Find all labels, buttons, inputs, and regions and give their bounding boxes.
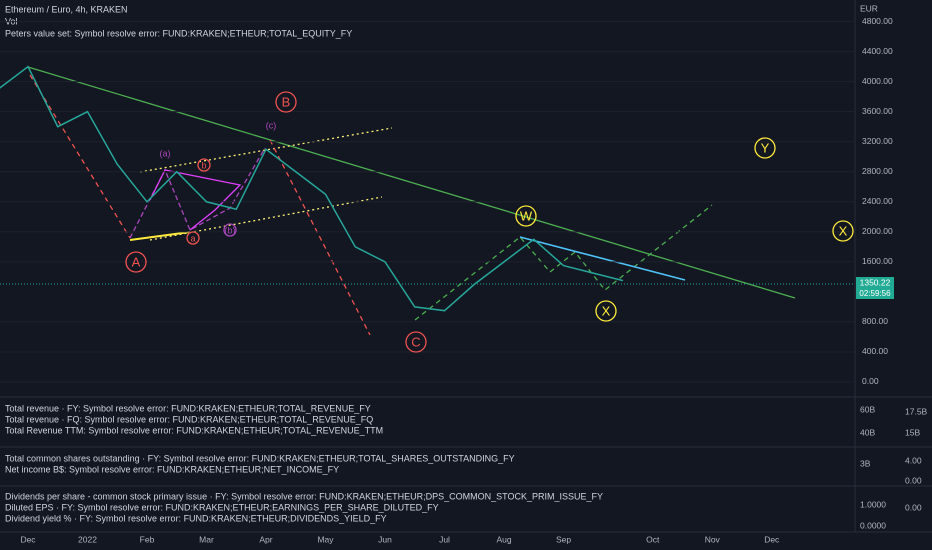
y-tick-label: 2400.00 xyxy=(862,196,893,206)
pane-scale-label: 1.0000 xyxy=(860,499,886,509)
annotation: X xyxy=(602,303,611,318)
x-tick-label: Oct xyxy=(646,534,660,544)
annotation-circle xyxy=(754,137,776,159)
y-tick-label: 800.00 xyxy=(862,316,888,326)
x-tick-label: Mar xyxy=(199,534,214,544)
pane-label: Total common shares outstanding · FY: Sy… xyxy=(5,453,515,463)
annotation: Y xyxy=(761,140,770,155)
trend-line xyxy=(519,236,686,281)
currency: EUR xyxy=(860,3,878,13)
pane-label: Diluted EPS · FY: Symbol resolve error: … xyxy=(5,502,439,512)
pane-label: Net income B$: Symbol resolve error: FUN… xyxy=(5,464,339,474)
x-tick-label: Feb xyxy=(140,534,155,544)
y-tick-label: 4400.00 xyxy=(862,46,893,56)
x-tick-label: Aug xyxy=(496,534,511,544)
pane-label: Total revenue · FY: Symbol resolve error… xyxy=(5,403,371,413)
y-tick-label: 3200.00 xyxy=(862,136,893,146)
y-tick-label: 4800.00 xyxy=(862,16,893,26)
annotation: (c) xyxy=(266,120,277,130)
price-series xyxy=(0,65,624,312)
y-tick-label: 2800.00 xyxy=(862,166,893,176)
annotation-circle xyxy=(223,223,237,237)
pane-scale-label: 60B xyxy=(860,404,875,414)
x-tick-label: Jun xyxy=(378,534,392,544)
annotation-circle xyxy=(125,251,147,273)
chart-title: Ethereum / Euro, 4h, KRAKEN xyxy=(5,4,128,14)
pane-scale-label: 4.00 xyxy=(905,455,922,465)
drawings xyxy=(27,66,796,336)
x-tick-label: Nov xyxy=(705,534,721,544)
pane-scale-label: 15B xyxy=(905,427,920,437)
annotation: b xyxy=(201,160,206,170)
wave-path xyxy=(149,169,242,231)
x-tick-label: Sep xyxy=(556,534,571,544)
annotation-circle xyxy=(595,300,617,322)
annotation-circle xyxy=(275,91,297,113)
annotation: B xyxy=(282,94,291,109)
annotation: (b) xyxy=(225,225,236,235)
pane-scale-label: 0.00 xyxy=(905,502,922,512)
channel-line xyxy=(149,196,383,241)
y-tick-label: 2000.00 xyxy=(862,226,893,236)
annotation-circle xyxy=(515,205,537,227)
pane-label: Total revenue · FQ: Symbol resolve error… xyxy=(5,414,373,424)
pane-label: Dividend yield % · FY: Symbol resolve er… xyxy=(5,513,387,523)
annotation: C xyxy=(411,334,420,349)
pane-scale-label: 0.00 xyxy=(905,475,922,485)
annotation-circle xyxy=(405,331,427,353)
chart-note: Peters value set: Symbol resolve error: … xyxy=(5,28,352,38)
countdown: 02:59:56 xyxy=(859,289,891,298)
y-tick-label: 4000.00 xyxy=(862,76,893,86)
annotation: X xyxy=(839,223,848,238)
x-tick-label: May xyxy=(317,534,334,544)
pane-label: Total Revenue TTM: Symbol resolve error:… xyxy=(5,425,383,435)
x-tick-label: Apr xyxy=(259,534,272,544)
support-line xyxy=(129,231,191,241)
y-tick-label: 0.00 xyxy=(862,376,879,386)
last-price: 1350.22 xyxy=(860,277,891,287)
x-tick-label: Dec xyxy=(20,534,36,544)
annotation-circle xyxy=(197,158,211,172)
wave-arrow xyxy=(29,74,131,239)
x-tick-label: Dec xyxy=(764,534,780,544)
annotation: W xyxy=(520,208,533,223)
trend-line xyxy=(27,66,796,299)
pane-scale-label: 3B xyxy=(860,458,871,468)
price-badge xyxy=(856,277,894,299)
y-tick-label: 400.00 xyxy=(862,346,888,356)
pane-scale-label: 17.5B xyxy=(905,406,928,416)
annotation: A xyxy=(132,254,141,269)
x-tick-label: Jul xyxy=(439,534,450,544)
pane-scale-label: 0.0000 xyxy=(860,520,886,530)
wave-arrow xyxy=(414,204,713,321)
y-tick-label: 1600.00 xyxy=(862,256,893,266)
wave-arrow xyxy=(269,139,371,336)
y-tick-label: 3600.00 xyxy=(862,106,893,116)
annotation-circle xyxy=(186,231,200,245)
annotation-circle xyxy=(832,220,854,242)
pane-label: Dividends per share - common stock prima… xyxy=(5,491,603,501)
pane-scale-label: 40B xyxy=(860,427,875,437)
annotation: a xyxy=(190,233,195,243)
x-tick-label: 2022 xyxy=(78,534,97,544)
annotation: (a) xyxy=(160,148,171,158)
